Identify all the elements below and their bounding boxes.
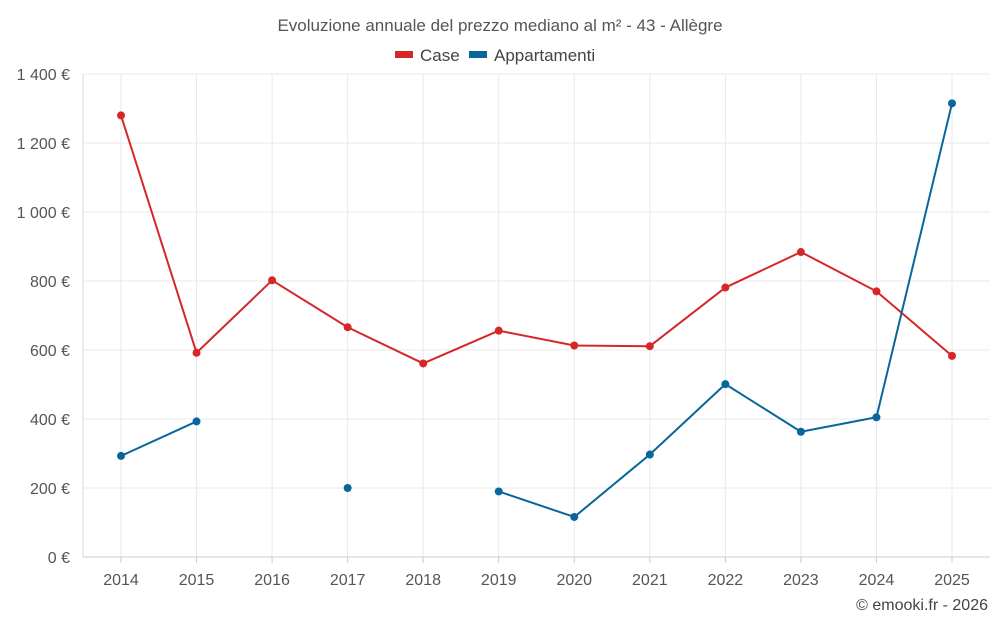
grid — [83, 73, 990, 557]
data-point-case[interactable] — [192, 348, 201, 357]
x-tick-label: 2015 — [179, 572, 215, 589]
y-tick-label: 1 400 € — [17, 67, 70, 84]
x-tick-label: 2025 — [934, 572, 970, 589]
x-tick-label: 2024 — [859, 572, 895, 589]
y-tick-label: 0 € — [48, 550, 70, 567]
x-tick-label: 2018 — [405, 572, 441, 589]
x-tick-label: 2016 — [254, 572, 290, 589]
data-point-appartamenti[interactable] — [872, 413, 881, 422]
y-tick-label: 800 € — [30, 274, 70, 291]
y-tick-label: 600 € — [30, 343, 70, 360]
data-point-appartamenti[interactable] — [192, 417, 201, 426]
data-point-case[interactable] — [117, 111, 125, 120]
x-tick-label: 2022 — [708, 572, 744, 589]
legend[interactable]: Case Appartamenti — [395, 46, 595, 65]
data-point-case[interactable] — [268, 276, 277, 285]
chart-title: Evoluzione annuale del prezzo mediano al… — [277, 16, 722, 35]
data-point-appartamenti[interactable] — [721, 380, 730, 389]
legend-label-case: Case — [420, 46, 460, 65]
data-point-appartamenti[interactable] — [343, 484, 352, 492]
y-tick-label: 400 € — [30, 412, 70, 429]
x-tick-label: 2014 — [103, 572, 139, 589]
data-point-case[interactable] — [570, 341, 579, 350]
series-appartamenti — [117, 99, 956, 521]
data-point-case[interactable] — [343, 323, 352, 332]
data-point-case[interactable] — [948, 351, 956, 360]
x-tick-label: 2019 — [481, 572, 517, 589]
data-point-appartamenti[interactable] — [117, 451, 125, 460]
legend-item-appartamenti[interactable]: Appartamenti — [469, 46, 595, 65]
data-point-case[interactable] — [721, 283, 730, 292]
series-line-case — [120, 115, 953, 365]
data-point-appartamenti[interactable] — [948, 99, 956, 108]
data-point-appartamenti[interactable] — [570, 512, 579, 521]
x-tick-label: 2021 — [632, 572, 668, 589]
data-point-case[interactable] — [494, 326, 503, 335]
series — [117, 99, 956, 521]
axes: 0 € 200 € 400 € 600 € 800 € 1 000 € 1 200 € 1 4… — [17, 67, 990, 589]
series-case — [117, 111, 956, 368]
legend-label-appartamenti: Appartamenti — [494, 46, 595, 65]
series-line-appartamenti — [120, 420, 197, 457]
legend-swatch-appartamenti — [469, 51, 487, 58]
y-tick-label: 200 € — [30, 481, 70, 498]
chart-credit: © emooki.fr - 2026 — [856, 597, 988, 614]
data-point-case[interactable] — [796, 248, 805, 257]
x-tick-label: 2017 — [330, 572, 366, 589]
data-point-appartamenti[interactable] — [494, 487, 503, 496]
data-point-appartamenti[interactable] — [796, 427, 805, 436]
data-point-case[interactable] — [872, 287, 881, 296]
legend-swatch-case — [395, 51, 413, 58]
x-tick-label: 2023 — [783, 572, 819, 589]
data-point-case[interactable] — [645, 342, 654, 351]
data-point-appartamenti[interactable] — [645, 450, 654, 459]
x-tick-label: 2020 — [556, 572, 592, 589]
y-tick-label: 1 200 € — [17, 136, 70, 153]
data-point-case[interactable] — [419, 359, 428, 368]
y-tick-label: 1 000 € — [17, 205, 70, 222]
legend-item-case[interactable]: Case — [395, 46, 460, 65]
